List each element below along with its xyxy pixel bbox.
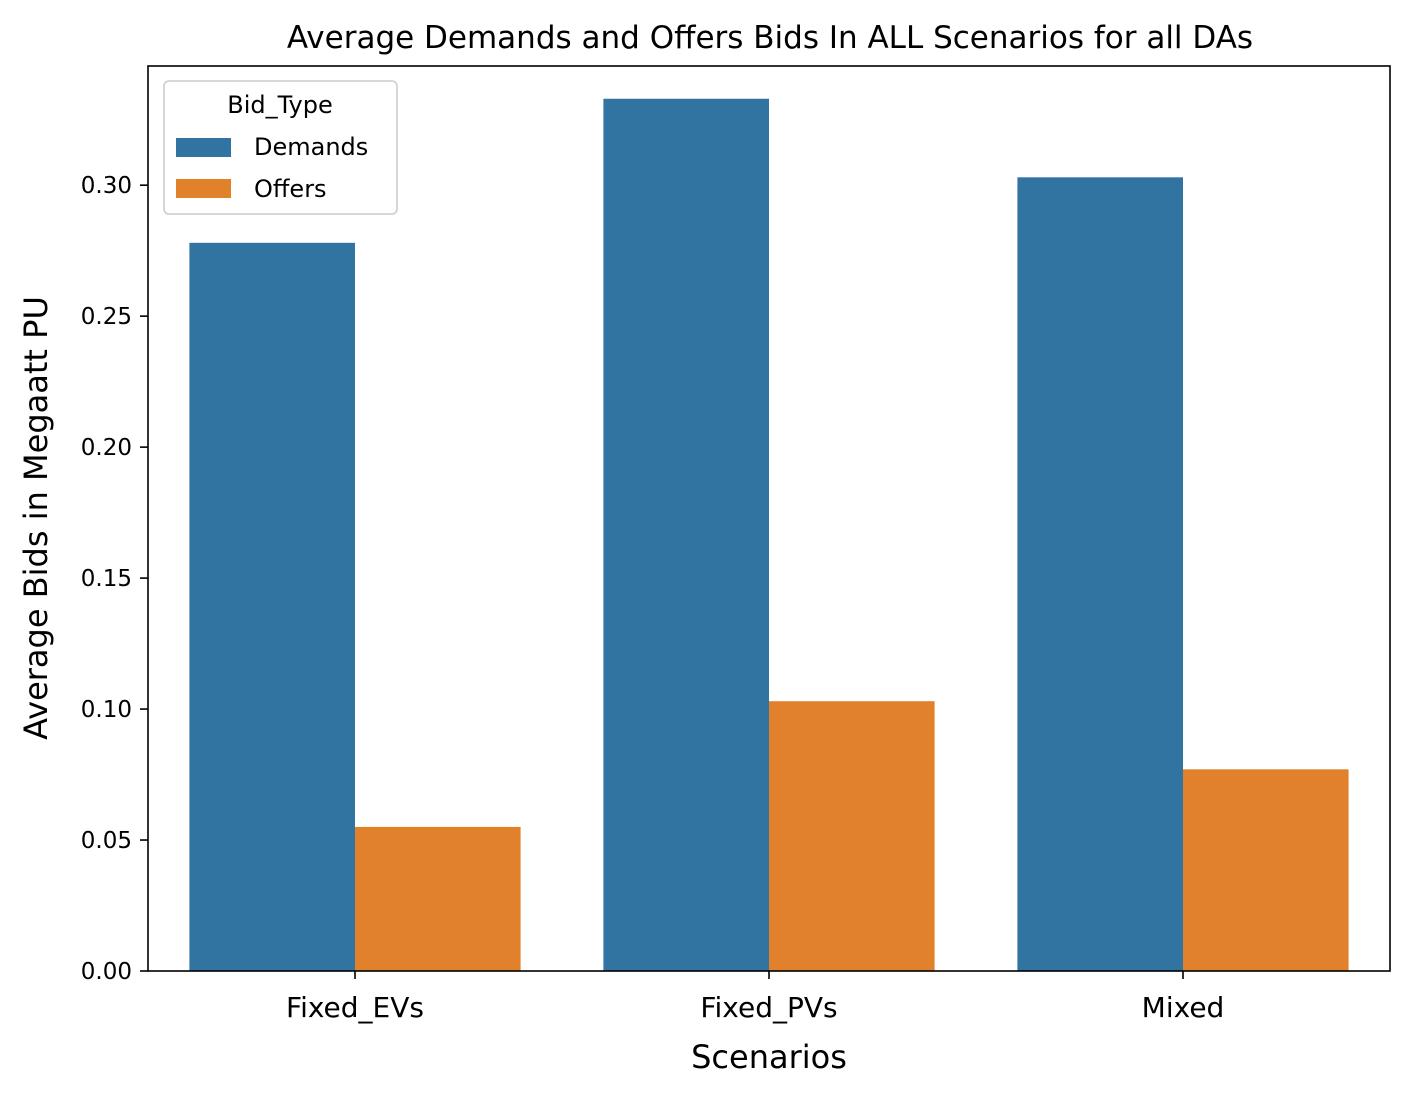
- plot-frame: [147, 65, 1391, 972]
- x-tick-label: Fixed_PVs: [700, 991, 837, 1024]
- y-tick-label: 0.30: [81, 173, 132, 199]
- legend: Bid_Type Demands Offers: [163, 80, 398, 215]
- bar-offers-fixed-pvs: [769, 701, 935, 971]
- axes-layer: Fixed_EVs Fixed_PVs Mixed 0.00 0.05 0.10 0.15 0…: [81, 173, 1225, 1024]
- y-tick-label: 0.10: [81, 697, 132, 723]
- bar-offers-fixed-evs: [355, 826, 521, 971]
- x-tick-label: Fixed_EVs: [286, 991, 424, 1024]
- legend-title: Bid_Type: [227, 91, 333, 119]
- x-axis-label: Scenarios: [691, 1038, 847, 1076]
- legend-swatch-offers: [176, 179, 231, 198]
- bar-offers-mixed: [1183, 769, 1349, 971]
- legend-label-demands: Demands: [254, 133, 368, 161]
- y-axis-label: Average Bids in Megaatt PU: [17, 296, 55, 740]
- y-tick-label: 0.05: [81, 828, 132, 854]
- bar-demands-mixed: [1017, 177, 1183, 971]
- bar-demands-fixed-evs: [189, 242, 355, 971]
- y-tick-label: 0.25: [81, 304, 132, 330]
- legend-swatch-demands: [176, 138, 231, 157]
- legend-label-offers: Offers: [254, 175, 327, 203]
- y-tick-label: 0.15: [81, 566, 132, 592]
- bars-layer: [189, 98, 1349, 972]
- x-tick-label: Mixed: [1142, 991, 1225, 1024]
- chart-title: Average Demands and Offers Bids In ALL S…: [287, 20, 1253, 56]
- y-tick-label: 0.20: [81, 435, 132, 461]
- y-tick-label: 0.00: [81, 959, 132, 985]
- bar-demands-fixed-pvs: [603, 98, 769, 972]
